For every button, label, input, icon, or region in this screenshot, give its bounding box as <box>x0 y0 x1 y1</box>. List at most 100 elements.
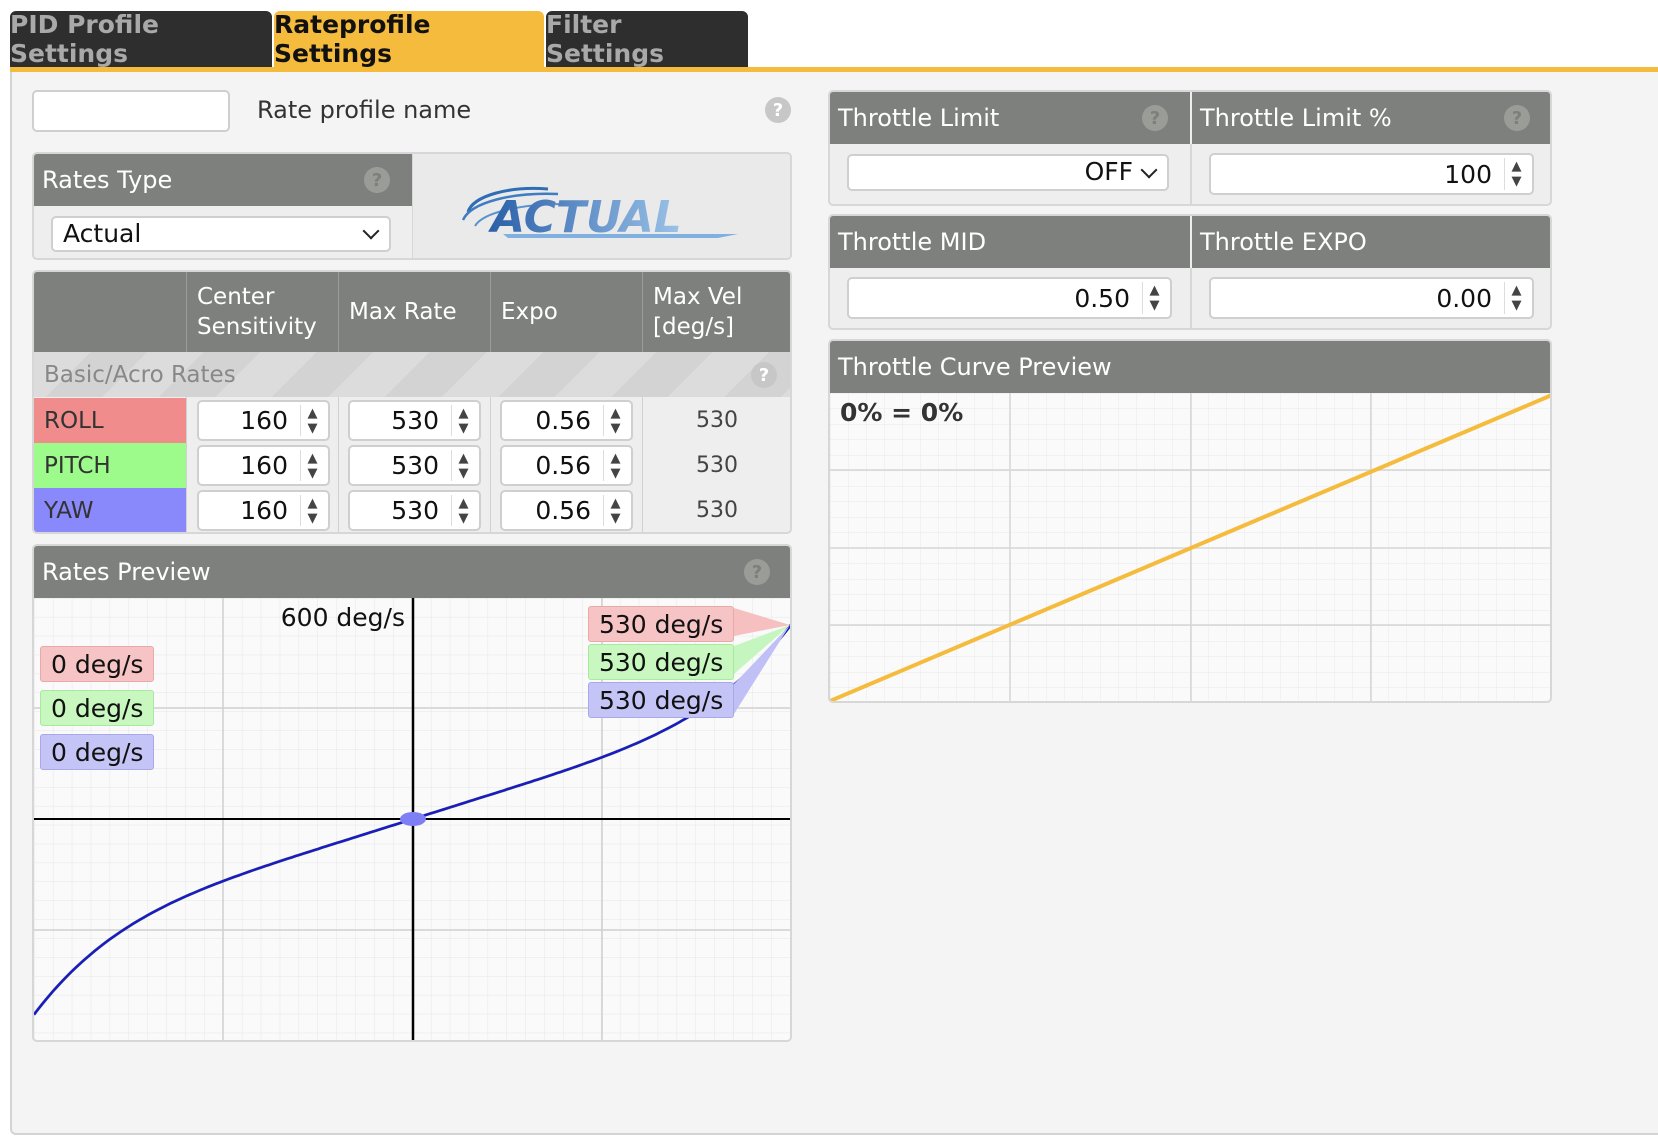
column-header-axis <box>34 272 186 352</box>
column-divider <box>338 397 339 532</box>
chevron-down-icon <box>362 222 380 240</box>
spinner-icon[interactable]: ▲ ▼ <box>603 450 627 481</box>
roll-expo-value: 0.56 <box>535 406 591 435</box>
profile-name-label: Rate profile name <box>257 96 472 124</box>
spinner-icon[interactable]: ▲ ▼ <box>603 495 627 526</box>
rates-type-value: Actual <box>63 219 142 248</box>
yaw-center-value: 160 <box>240 496 288 525</box>
column-header-max-vel: Max Vel [deg/s] <box>642 272 790 352</box>
throttle-curve-panel: Throttle Curve Preview 0% = 0% <box>828 339 1552 703</box>
throttle-limit-pct-input[interactable]: 100 ▲ ▼ <box>1209 153 1534 195</box>
yaw-max-rate-input[interactable]: 530 ▲ ▼ <box>348 490 481 531</box>
pitch-max-rate-input[interactable]: 530 ▲ ▼ <box>348 445 481 486</box>
actual-logo-icon: ACTUAL <box>461 186 738 243</box>
throttle-limit-pct-title: Throttle Limit % <box>1200 104 1392 132</box>
spinner-icon[interactable]: ▲ ▼ <box>603 405 627 436</box>
tab-bar: PID Profile Settings Rateprofile Setting… <box>10 10 1658 71</box>
rates-type-panel: Rates Type ? Actual ACTUAL <box>32 152 792 260</box>
spinner-icon[interactable]: ▲ ▼ <box>1142 282 1166 314</box>
throttle-limit-value: OFF <box>1084 157 1133 186</box>
roll-center-sensitivity-input[interactable]: 160 ▲ ▼ <box>197 400 330 441</box>
roll-right-rate-tag: 530 deg/s <box>588 606 735 642</box>
throttle-mid-header: Throttle MID <box>830 216 1190 268</box>
rates-type-title: Rates Type <box>42 166 173 194</box>
yaw-max-vel: 530 <box>696 498 738 523</box>
row-label-pitch: PITCH <box>34 443 186 488</box>
roll-max-vel: 530 <box>696 408 738 433</box>
yaw-right-rate-tag: 530 deg/s <box>588 682 735 718</box>
yaw-left-rate-tag: 0 deg/s <box>40 734 155 770</box>
row-label-yaw: YAW <box>34 488 186 532</box>
throttle-expo-input[interactable]: 0.00 ▲ ▼ <box>1209 277 1534 319</box>
roll-max-rate-value: 530 <box>391 406 439 435</box>
rates-axis-label: 600 deg/s <box>281 603 405 632</box>
throttle-limit-select[interactable]: OFF <box>847 154 1169 191</box>
throttle-expo-header: Throttle EXPO <box>1192 216 1550 268</box>
rates-preview-header: Rates Preview <box>34 546 790 598</box>
tab-rateprofile[interactable]: Rateprofile Settings <box>274 10 544 68</box>
throttle-curve-label: 0% = 0% <box>840 398 963 427</box>
rates-preview-panel: Rates Preview ? 600 deg/s <box>32 544 792 1042</box>
stick-position-marker <box>400 812 426 826</box>
throttle-limit-panel: Throttle Limit ? Throttle Limit % ? OFF … <box>828 90 1552 206</box>
rates-type-select[interactable]: Actual <box>51 216 391 252</box>
actual-logo: ACTUAL <box>412 154 790 258</box>
roll-center-value: 160 <box>240 406 288 435</box>
roll-left-rate-tag: 0 deg/s <box>40 646 155 682</box>
column-divider <box>1190 144 1192 204</box>
throttle-curve-title: Throttle Curve Preview <box>838 353 1112 381</box>
spinner-icon[interactable]: ▲ ▼ <box>451 405 475 436</box>
tab-filter[interactable]: Filter Settings <box>546 10 748 68</box>
throttle-limit-header: Throttle Limit <box>830 92 1190 144</box>
spinner-icon[interactable]: ▲ ▼ <box>300 450 324 481</box>
spinner-icon[interactable]: ▲ ▼ <box>1504 282 1528 314</box>
roll-max-rate-input[interactable]: 530 ▲ ▼ <box>348 400 481 441</box>
column-header-max-rate: Max Rate <box>338 272 490 352</box>
throttle-mid-input[interactable]: 0.50 ▲ ▼ <box>847 277 1172 319</box>
throttle-curve-graph: 0% = 0% <box>830 393 1550 701</box>
basic-acro-section-header: Basic/Acro Rates <box>34 352 790 397</box>
throttle-limit-pct-header: Throttle Limit % <box>1192 92 1550 144</box>
spinner-icon[interactable]: ▲ ▼ <box>451 450 475 481</box>
rates-preview-title: Rates Preview <box>42 558 211 586</box>
throttle-mid-expo-panel: Throttle MID Throttle EXPO 0.50 ▲ ▼ 0.00 ▲ ▼ <box>828 214 1552 330</box>
rates-preview-help-icon[interactable]: ? <box>744 559 770 585</box>
throttle-curve-line <box>830 393 1550 701</box>
throttle-curve-header: Throttle Curve Preview <box>830 341 1550 393</box>
tab-underline <box>10 67 1658 72</box>
yaw-max-rate-value: 530 <box>391 496 439 525</box>
pitch-left-rate-tag: 0 deg/s <box>40 690 155 726</box>
throttle-limit-help-icon[interactable]: ? <box>1142 105 1168 131</box>
throttle-mid-value: 0.50 <box>1074 283 1130 313</box>
pitch-max-vel: 530 <box>696 453 738 478</box>
basic-acro-help-icon[interactable]: ? <box>751 362 777 388</box>
chevron-down-icon <box>1140 161 1158 179</box>
spinner-icon[interactable]: ▲ ▼ <box>300 405 324 436</box>
yaw-expo-input[interactable]: 0.56 ▲ ▼ <box>500 490 633 531</box>
profile-name-help-icon[interactable]: ? <box>765 97 791 123</box>
roll-expo-input[interactable]: 0.56 ▲ ▼ <box>500 400 633 441</box>
throttle-limit-title: Throttle Limit <box>838 104 1000 132</box>
profile-name-input[interactable] <box>32 90 230 132</box>
basic-acro-title: Basic/Acro Rates <box>44 361 236 388</box>
yaw-expo-value: 0.56 <box>535 496 591 525</box>
spinner-icon[interactable]: ▲ ▼ <box>1504 158 1528 190</box>
throttle-expo-value: 0.00 <box>1436 283 1492 313</box>
pitch-right-rate-tag: 530 deg/s <box>588 644 735 680</box>
throttle-mid-title: Throttle MID <box>838 228 987 256</box>
throttle-limit-pct-value: 100 <box>1444 159 1492 189</box>
tab-pid-profile[interactable]: PID Profile Settings <box>10 10 272 68</box>
column-divider <box>490 397 491 532</box>
rateprofile-content: Rate profile name ? Rates Type ? Actual <box>10 72 1658 1135</box>
pitch-max-rate-value: 530 <box>391 451 439 480</box>
pitch-center-sensitivity-input[interactable]: 160 ▲ ▼ <box>197 445 330 486</box>
spinner-icon[interactable]: ▲ ▼ <box>300 495 324 526</box>
rates-type-help-icon[interactable]: ? <box>364 167 390 193</box>
throttle-limit-pct-help-icon[interactable]: ? <box>1504 105 1530 131</box>
spinner-icon[interactable]: ▲ ▼ <box>451 495 475 526</box>
yaw-center-sensitivity-input[interactable]: 160 ▲ ▼ <box>197 490 330 531</box>
column-divider <box>642 397 643 532</box>
pitch-expo-value: 0.56 <box>535 451 591 480</box>
rates-preview-graph: 600 deg/s <box>34 598 790 1040</box>
pitch-expo-input[interactable]: 0.56 ▲ ▼ <box>500 445 633 486</box>
